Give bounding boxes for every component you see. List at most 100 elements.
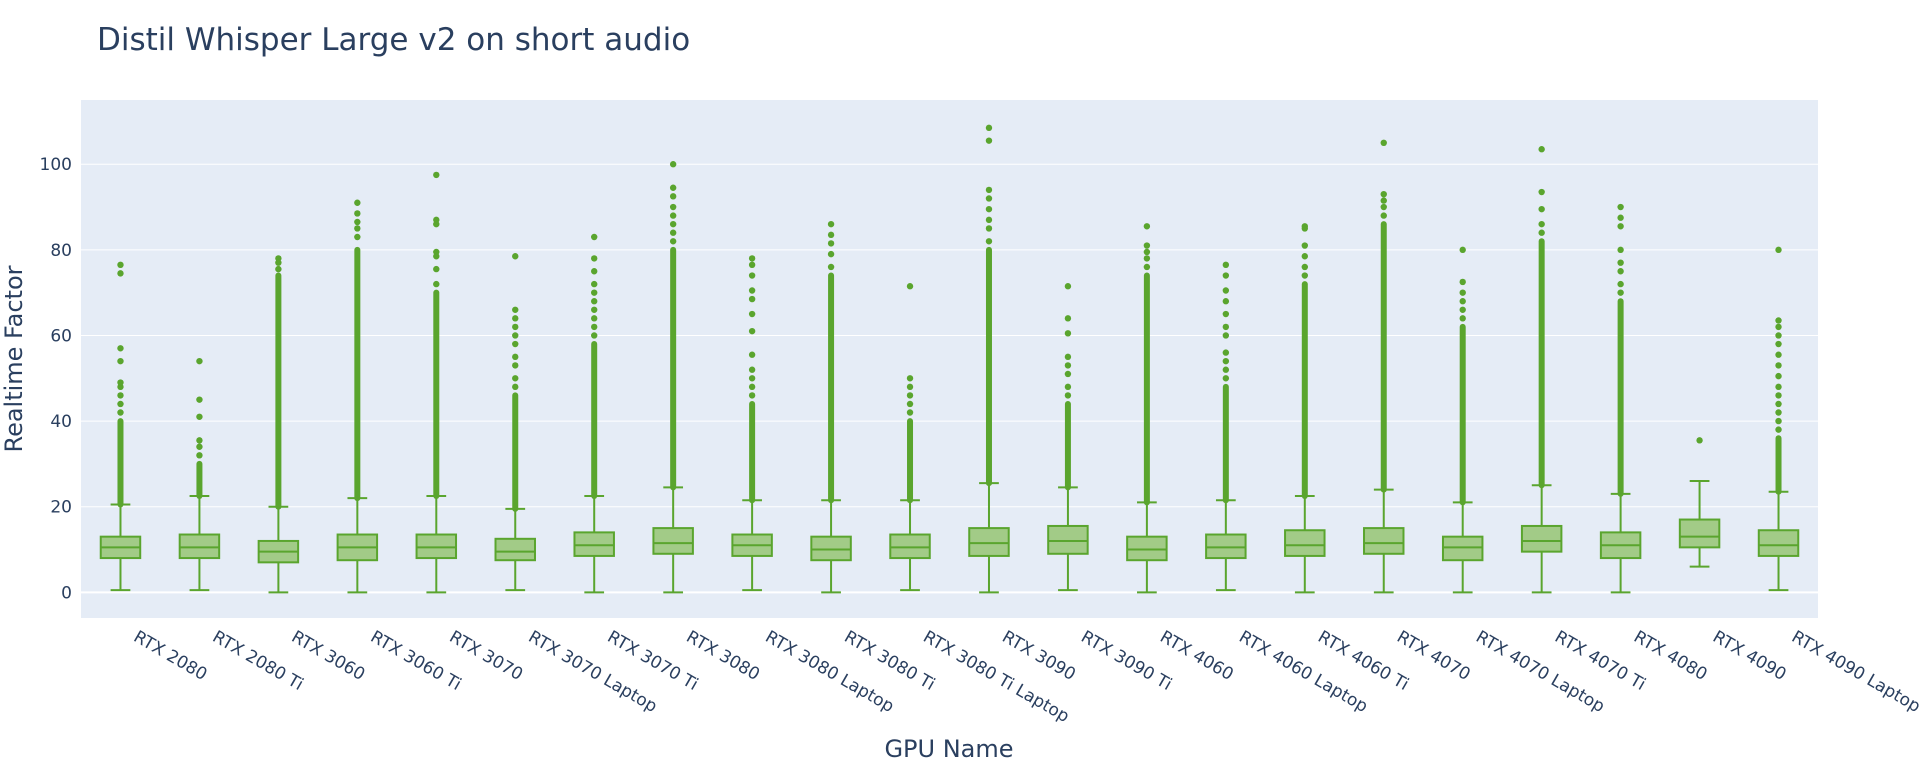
outlier-point	[433, 280, 440, 288]
outlier-point	[748, 375, 756, 382]
outlier-point	[1617, 214, 1624, 221]
outlier-point	[669, 193, 677, 200]
outlier-point	[985, 238, 993, 245]
outlier-point	[827, 220, 835, 228]
outlier-point	[275, 265, 282, 273]
outlier-point	[1143, 223, 1151, 230]
outlier-point	[512, 332, 519, 339]
box-group	[573, 233, 615, 594]
outlier-point	[1459, 278, 1466, 286]
outlier-point	[906, 375, 914, 382]
outlier-point	[196, 413, 203, 420]
outlier-point	[906, 392, 914, 399]
box-group	[1047, 283, 1089, 592]
y-tick-label: 60	[50, 326, 72, 346]
outlier-point	[1617, 259, 1624, 266]
outlier-point	[433, 216, 440, 224]
outlier-point	[1538, 205, 1545, 213]
outlier-point	[591, 315, 598, 322]
gridlines	[81, 163, 1818, 594]
outlier-point	[512, 375, 519, 382]
outlier-point	[1775, 246, 1782, 254]
outlier-point	[1222, 287, 1230, 294]
box-group	[257, 255, 300, 594]
outlier-point	[827, 263, 835, 271]
outlier-point	[196, 357, 203, 365]
iqr-box	[1284, 529, 1326, 557]
outlier-point	[354, 233, 361, 241]
outlier-point	[1775, 383, 1782, 391]
box-group	[810, 220, 852, 594]
box-series	[99, 124, 1800, 594]
outlier-point	[1380, 197, 1387, 204]
outlier-point	[1301, 272, 1308, 279]
outlier-point	[827, 250, 835, 258]
outlier-point	[591, 255, 598, 262]
outlier-point	[1222, 375, 1230, 382]
x-tick-label: RTX 3080 Laptop	[762, 627, 898, 717]
iqr-box	[1441, 535, 1484, 562]
y-tick-label: 100	[40, 155, 72, 175]
outlier-point	[591, 298, 598, 305]
outlier-point	[1222, 349, 1230, 356]
outlier-point	[1222, 272, 1230, 279]
iqr-box	[1520, 524, 1563, 553]
box-group	[99, 261, 142, 592]
box-group	[1284, 223, 1326, 594]
outlier-point	[748, 310, 756, 318]
outlier-point	[1617, 280, 1624, 288]
box-group	[1599, 203, 1642, 594]
x-tick-label: RTX 4090	[1709, 627, 1789, 685]
y-tick-label: 20	[50, 498, 72, 518]
outlier-point	[748, 351, 756, 358]
outlier-point	[748, 327, 756, 335]
outlier-point	[1380, 203, 1387, 211]
outlier-point	[1459, 246, 1466, 254]
outlier-point	[1222, 332, 1230, 339]
outlier-point	[827, 231, 835, 239]
outlier-point	[1617, 223, 1624, 230]
outlier-point	[748, 383, 756, 391]
outlier-point	[512, 353, 519, 361]
outlier-point	[748, 261, 756, 269]
outlier-point	[512, 315, 519, 322]
outlier-point	[196, 452, 203, 459]
outlier-point	[117, 379, 124, 386]
box-group	[1441, 246, 1484, 594]
outlier-point	[1143, 255, 1151, 262]
outlier-point	[1064, 362, 1072, 369]
outlier-point	[669, 161, 677, 168]
outlier-point	[591, 280, 598, 288]
outlier-point	[275, 255, 282, 262]
box-group	[494, 253, 536, 592]
outlier-point	[1538, 229, 1545, 236]
outlier-point	[117, 270, 124, 277]
iqr-box	[810, 535, 852, 562]
box-group	[731, 255, 773, 592]
outlier-point	[985, 205, 993, 213]
outlier-point	[985, 124, 993, 132]
outlier-point	[196, 437, 203, 444]
y-axis-title: Realtime Factor	[0, 265, 28, 452]
outlier-point	[354, 225, 361, 232]
box-group	[1757, 246, 1800, 592]
outlier-point	[1380, 212, 1387, 219]
outlier-point	[117, 345, 124, 352]
outlier-point	[1775, 317, 1782, 324]
y-axis-ticks: 0 20 40 60 80 100	[40, 155, 72, 603]
outlier-point	[591, 323, 598, 331]
outlier-point	[1775, 362, 1782, 369]
outlier-point	[748, 392, 756, 399]
outlier-point	[1301, 223, 1308, 230]
outlier-point	[1064, 370, 1072, 378]
outlier-point	[1617, 268, 1624, 275]
outlier-point	[985, 225, 993, 232]
box-group	[889, 283, 931, 592]
outlier-point	[906, 383, 914, 391]
outlier-point	[512, 323, 519, 331]
box-group	[178, 357, 221, 592]
outlier-point	[1696, 437, 1703, 444]
outlier-point	[591, 233, 598, 241]
outlier-point	[1775, 400, 1782, 408]
